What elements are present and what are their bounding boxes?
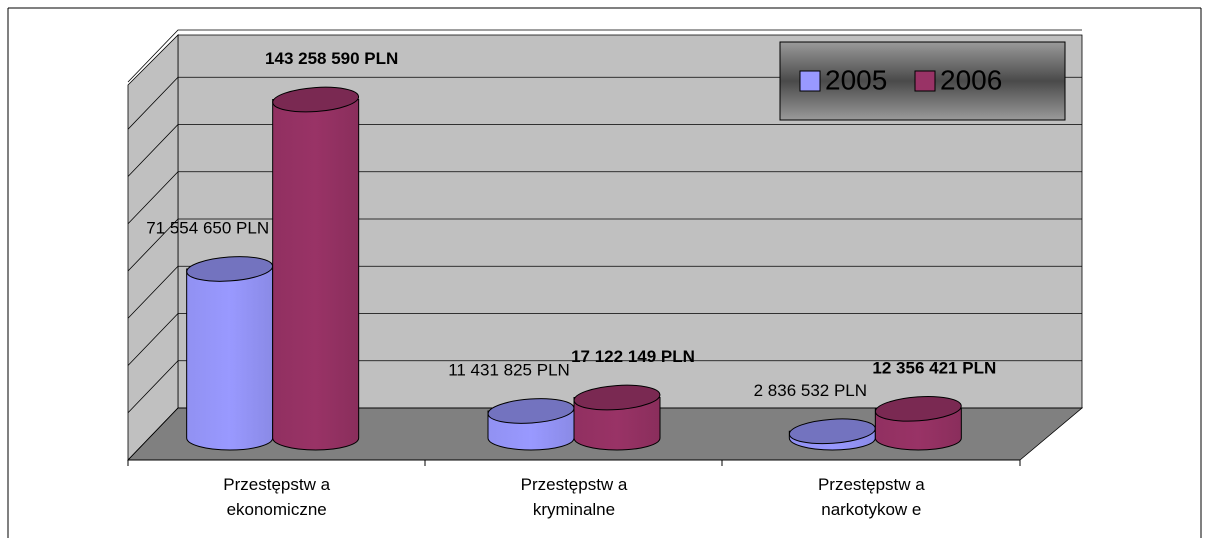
bar-top: [272, 86, 360, 113]
legend-swatch: [914, 70, 936, 92]
bar-body: [186, 268, 274, 451]
bar: [186, 256, 274, 451]
bar: [272, 86, 360, 451]
grid-line: [127, 313, 1082, 366]
data-label: 2 836 532 PLN: [754, 381, 867, 400]
bar: [487, 398, 575, 451]
data-label: 11 431 825 PLN: [448, 360, 570, 379]
x-tick-label: Przestępstw a kryminalne: [520, 475, 628, 519]
legend-swatch: [799, 70, 821, 92]
bar: [874, 395, 962, 451]
bar-body: [573, 397, 661, 451]
grid-line: [127, 360, 1082, 414]
grid-line: [127, 407, 1082, 461]
grid-line: [127, 265, 1082, 319]
bar: [573, 384, 661, 451]
side-wall: [127, 34, 179, 461]
legend-label: 2005: [825, 64, 887, 95]
grid-line: [127, 218, 1082, 272]
grid-line: [127, 171, 1082, 225]
data-label: 17 122 149 PLN: [571, 347, 695, 366]
bar-top: [573, 384, 661, 411]
data-label: 71 554 650 PLN: [146, 218, 269, 237]
legend-label: 2006: [940, 64, 1002, 95]
data-label: 12 356 421 PLN: [872, 358, 996, 377]
x-tick-label: Przestępstw a narkotykow e: [817, 475, 925, 519]
x-tick-label: Przestępstw a ekonomiczne: [223, 475, 331, 519]
bar: [788, 418, 876, 451]
grid-line: [127, 124, 1082, 177]
bar-body: [272, 99, 360, 451]
data-label: 143 258 590 PLN: [265, 49, 398, 68]
bar-top: [874, 395, 962, 422]
grid-line: [127, 29, 1082, 83]
